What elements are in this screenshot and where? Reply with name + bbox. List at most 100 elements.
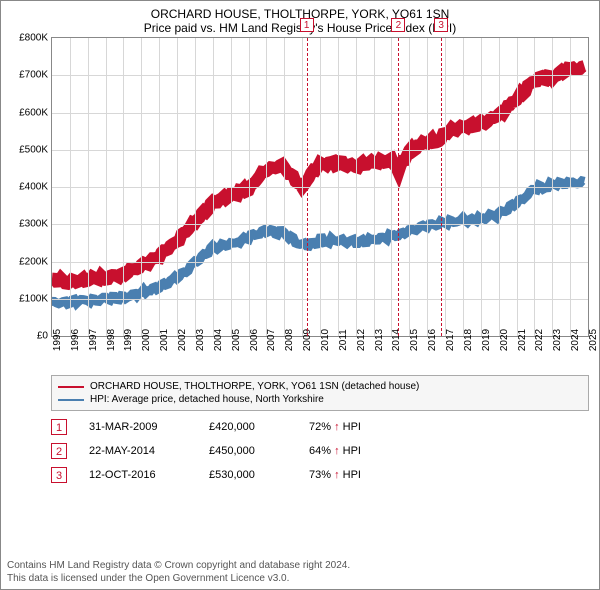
gridline-v — [70, 38, 71, 336]
event-price: £420,000 — [209, 421, 309, 433]
marker-line — [441, 38, 442, 336]
y-tick-label: £600K — [4, 107, 48, 118]
gridline-v — [499, 38, 500, 336]
marker-point — [303, 176, 311, 184]
gridline-v — [552, 38, 553, 336]
gridline-v — [320, 38, 321, 336]
marker-badge: 3 — [434, 18, 448, 32]
x-tick-label: 1995 — [52, 329, 63, 351]
legend-swatch — [58, 386, 84, 388]
gridline-v — [231, 38, 232, 336]
x-tick-label: 2008 — [284, 329, 295, 351]
y-tick-label: £0 — [4, 331, 48, 342]
x-tick-label: 2023 — [552, 329, 563, 351]
gridline-v — [534, 38, 535, 336]
x-tick-label: 2017 — [445, 329, 456, 351]
x-tick-label: 2013 — [374, 329, 385, 351]
event-date: 31-MAR-2009 — [89, 421, 209, 433]
event-price: £450,000 — [209, 445, 309, 457]
event-badge: 3 — [51, 467, 67, 483]
y-tick-label: £500K — [4, 144, 48, 155]
footer-line2: This data is licensed under the Open Gov… — [7, 572, 593, 585]
marker-line — [398, 38, 399, 336]
series-line — [52, 181, 584, 304]
gridline-v — [159, 38, 160, 336]
event-price: £530,000 — [209, 469, 309, 481]
arrow-up-icon: ↑ — [334, 421, 340, 433]
x-tick-label: 2003 — [195, 329, 206, 351]
y-tick-label: £100K — [4, 293, 48, 304]
legend-label: HPI: Average price, detached house, Nort… — [90, 394, 324, 405]
legend-label: ORCHARD HOUSE, THOLTHORPE, YORK, YO61 1S… — [90, 381, 419, 392]
x-tick-label: 2022 — [534, 329, 545, 351]
gridline-v — [177, 38, 178, 336]
x-tick-label: 2018 — [463, 329, 474, 351]
event-row: 131-MAR-2009£420,00072% ↑ HPI — [51, 419, 589, 435]
y-tick-label: £800K — [4, 33, 48, 44]
gridline-v — [570, 38, 571, 336]
chart-area: £0£100K£200K£300K£400K£500K£600K£700K£80… — [51, 37, 589, 367]
gridline-v — [517, 38, 518, 336]
gridline-v — [409, 38, 410, 336]
gridline-v — [481, 38, 482, 336]
event-badge: 2 — [51, 443, 67, 459]
x-tick-label: 2011 — [338, 329, 349, 351]
gridline-v — [249, 38, 250, 336]
series-line — [52, 66, 584, 284]
gridline-v — [391, 38, 392, 336]
gridline-v — [195, 38, 196, 336]
x-tick-label: 2019 — [481, 329, 492, 351]
y-tick-label: £200K — [4, 256, 48, 267]
marker-badge: 1 — [300, 18, 314, 32]
marker-point — [437, 135, 445, 143]
x-tick-label: 2020 — [499, 329, 510, 351]
gridline-v — [213, 38, 214, 336]
x-tick-label: 2010 — [320, 329, 331, 351]
legend: ORCHARD HOUSE, THOLTHORPE, YORK, YO61 1S… — [51, 375, 589, 411]
legend-swatch — [58, 399, 84, 401]
x-tick-label: 2014 — [391, 329, 402, 351]
y-tick-label: £300K — [4, 219, 48, 230]
x-tick-label: 1997 — [88, 329, 99, 351]
x-tick-label: 1998 — [106, 329, 117, 351]
gridline-v — [266, 38, 267, 336]
x-tick-label: 2012 — [356, 329, 367, 351]
x-tick-label: 2024 — [570, 329, 581, 351]
gridline-v — [374, 38, 375, 336]
event-delta: 73% ↑ HPI — [309, 469, 361, 481]
marker-line — [307, 38, 308, 336]
events-table: 131-MAR-2009£420,00072% ↑ HPI 2 22-MAY-201… — [51, 419, 589, 483]
gridline-v — [141, 38, 142, 336]
gridline-v — [284, 38, 285, 336]
marker-point — [394, 164, 402, 172]
event-row: 3 12-OCT-2016£530,00073% ↑ HPI — [51, 467, 589, 483]
y-tick-label: £400K — [4, 182, 48, 193]
x-tick-label: 2015 — [409, 329, 420, 351]
x-tick-label: 2021 — [517, 329, 528, 351]
footer-line1: Contains HM Land Registry data © Crown c… — [7, 559, 593, 572]
gridline-v — [302, 38, 303, 336]
legend-row: HPI: Average price, detached house, Nort… — [58, 394, 582, 405]
legend-row: ORCHARD HOUSE, THOLTHORPE, YORK, YO61 1S… — [58, 381, 582, 392]
event-delta: 72% ↑ HPI — [309, 421, 361, 433]
gridline-v — [356, 38, 357, 336]
gridline-v — [463, 38, 464, 336]
x-tick-label: 1999 — [123, 329, 134, 351]
arrow-up-icon: ↑ — [334, 469, 340, 481]
chart-container: ORCHARD HOUSE, THOLTHORPE, YORK, YO61 1S… — [0, 0, 600, 590]
marker-badge: 2 — [391, 18, 405, 32]
gridline-v — [88, 38, 89, 336]
x-tick-label: 2006 — [249, 329, 260, 351]
event-delta: 64% ↑ HPI — [309, 445, 361, 457]
gridline-v — [123, 38, 124, 336]
gridline-v — [106, 38, 107, 336]
footer: Contains HM Land Registry data © Crown c… — [7, 559, 593, 585]
gridline-v — [427, 38, 428, 336]
x-tick-label: 2005 — [231, 329, 242, 351]
event-date: 22-MAY-2014 — [89, 445, 209, 457]
plot: £0£100K£200K£300K£400K£500K£600K£700K£80… — [51, 37, 589, 337]
event-date: 12-OCT-2016 — [89, 469, 209, 481]
x-tick-label: 1996 — [70, 329, 81, 351]
x-tick-label: 2004 — [213, 329, 224, 351]
arrow-up-icon: ↑ — [334, 445, 340, 457]
